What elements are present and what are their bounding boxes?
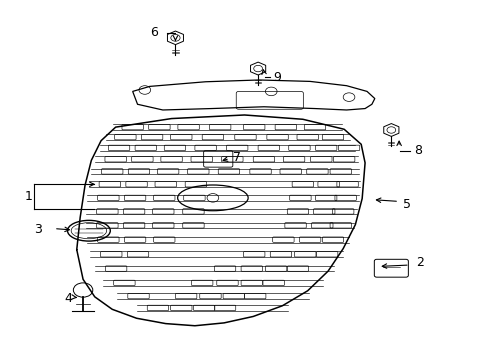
Text: 6: 6 — [150, 26, 158, 39]
Text: 3: 3 — [34, 223, 41, 236]
Text: 4: 4 — [64, 292, 72, 305]
Text: 9: 9 — [273, 71, 281, 84]
Text: 5: 5 — [403, 198, 410, 211]
Text: 7: 7 — [233, 151, 241, 165]
Text: 8: 8 — [414, 144, 422, 157]
Text: 2: 2 — [416, 256, 424, 269]
Text: 1: 1 — [24, 190, 32, 203]
